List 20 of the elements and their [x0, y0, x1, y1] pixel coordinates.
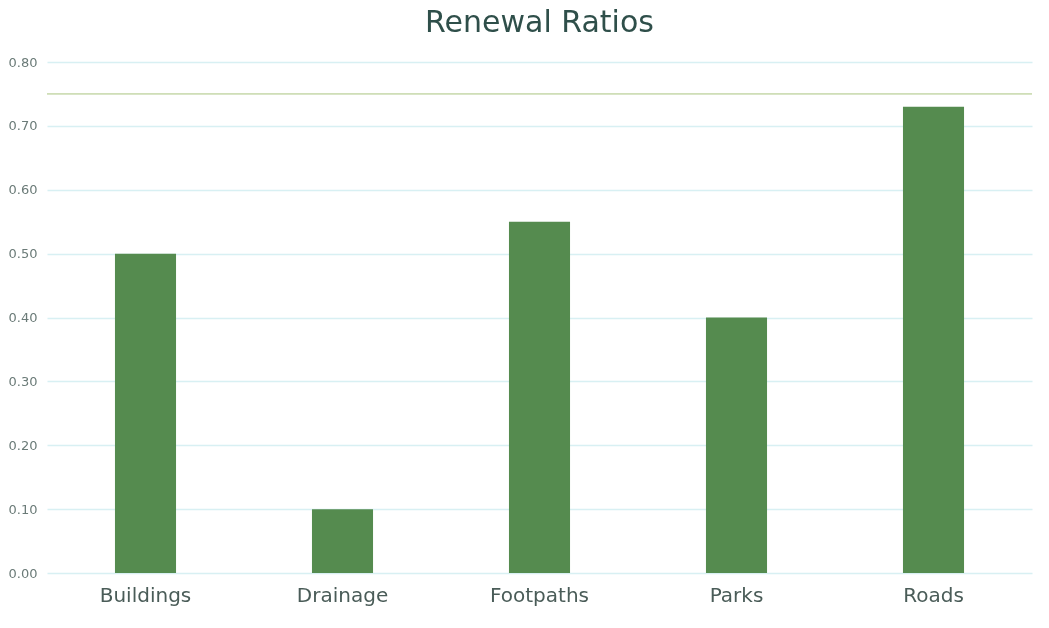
x-tick-label: Drainage: [296, 582, 389, 607]
y-tick-label: 0.20: [8, 437, 38, 453]
y-tick-label: 0.50: [8, 246, 38, 262]
y-tick-label: 0.70: [8, 118, 38, 134]
chart-title: Renewal Ratios: [425, 4, 654, 39]
y-tick-label: 0.60: [8, 182, 38, 198]
x-tick-label: Roads: [903, 582, 964, 607]
bar: [902, 106, 965, 573]
y-tick-label: 0.40: [8, 310, 38, 325]
y-tick-label: 0.30: [8, 373, 38, 389]
bar: [508, 221, 571, 573]
y-tick-label: 0.00: [8, 565, 38, 581]
bar: [705, 317, 768, 573]
x-tick-label: Buildings: [99, 582, 192, 607]
bar: [114, 253, 177, 573]
x-tick-label: Footpaths: [490, 582, 589, 607]
bar: [311, 509, 374, 573]
y-tick-label: 0.10: [8, 501, 38, 517]
y-tick-label: 0.80: [8, 54, 38, 70]
x-tick-label: Parks: [709, 582, 764, 607]
